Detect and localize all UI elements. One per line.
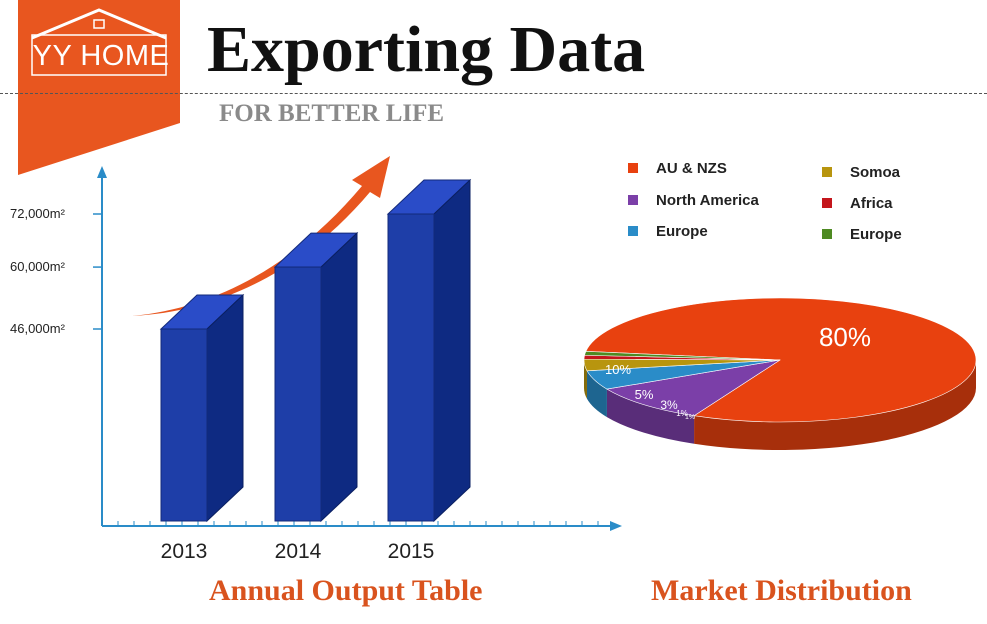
legend-swatch <box>822 229 832 239</box>
legend-swatch <box>822 167 832 177</box>
title-divider <box>0 93 987 94</box>
bar-side <box>320 231 358 523</box>
pie-slice-label: 1% <box>676 409 688 418</box>
logo-banner <box>18 0 180 175</box>
pie-slice-side <box>586 370 607 418</box>
x-tick-label: 2015 <box>388 540 435 563</box>
legend-swatch <box>628 195 638 205</box>
legend-swatch <box>628 163 638 173</box>
legend-label: Africa <box>850 194 893 212</box>
pie-legend: AU & NZS North America Europe Somoa Afri… <box>628 158 958 248</box>
pie-slice <box>584 351 781 361</box>
bar-chart-title: Annual Output Table <box>209 574 483 607</box>
pie-slice-side <box>606 389 695 444</box>
x-tick-label: 2014 <box>275 540 322 563</box>
y-tick-label: 72,000m² <box>10 206 66 221</box>
pie-slice-side <box>694 360 976 450</box>
house-roof-icon <box>31 8 167 40</box>
x-axis-arrowhead <box>610 521 622 531</box>
legend-label: Somoa <box>850 163 901 181</box>
market-distribution-chart: 80%10%5%3%1%1% <box>583 297 977 450</box>
bar <box>387 213 435 522</box>
y-axis-arrowhead <box>97 166 107 178</box>
bar-side <box>433 178 471 523</box>
pie-slice <box>585 297 977 423</box>
legend-item: Africa <box>822 193 893 213</box>
legend-item: North America <box>628 190 759 210</box>
legend-label: AU & NZS <box>656 159 727 177</box>
pie-slice-label: 3% <box>660 398 678 412</box>
pie-chart-title: Market Distribution <box>651 574 912 607</box>
logo-text: YY HOME <box>32 40 170 72</box>
logo-banner-shape <box>18 0 180 175</box>
legend-item: AU & NZS <box>628 158 727 178</box>
y-tick-label: 46,000m² <box>10 321 66 336</box>
legend-label: Europe <box>656 222 708 240</box>
annual-output-chart: 46,000m² 60,000m² 72,000m² 2013 2014 2015 <box>10 156 622 563</box>
house-window-icon <box>93 19 105 29</box>
legend-item: Europe <box>822 224 902 244</box>
pie-slice-label: 1% <box>685 414 695 421</box>
page-subtitle: FOR BETTER LIFE <box>219 100 445 127</box>
pie-slice <box>606 359 781 417</box>
pie-slice-label: 80% <box>819 322 871 352</box>
logo-frame <box>31 34 167 76</box>
x-tick-label: 2013 <box>161 540 208 563</box>
bar-side <box>206 293 244 523</box>
legend-item: Europe <box>628 221 708 241</box>
bar <box>274 266 322 522</box>
legend-item: Somoa <box>822 162 900 182</box>
bar <box>160 328 208 522</box>
legend-swatch <box>628 226 638 236</box>
legend-swatch <box>822 198 832 208</box>
legend-label: Europe <box>850 225 902 243</box>
pie-slice-label: 5% <box>635 387 654 402</box>
pie-slice-label: 10% <box>605 362 631 377</box>
y-tick-label: 60,000m² <box>10 259 66 274</box>
legend-label: North America <box>656 191 759 209</box>
page-title: Exporting Data <box>207 13 646 86</box>
